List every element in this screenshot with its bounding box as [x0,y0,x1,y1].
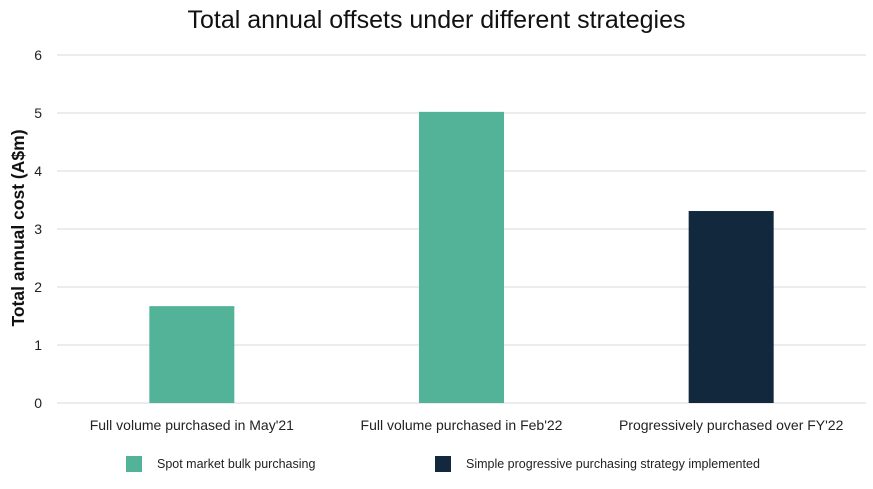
y-tick-label: 5 [34,105,42,121]
legend-label-progressive: Simple progressive purchasing strategy i… [466,457,760,471]
legend-item-progressive: Simple progressive purchasing strategy i… [435,456,760,472]
x-tick-label: Progressively purchased over FY'22 [619,417,844,433]
y-tick-label: 4 [34,163,42,179]
bars [149,111,774,403]
legend-item-spot-market: Spot market bulk purchasing [126,456,315,472]
legend-swatch-spot-market [126,456,142,472]
chart-title: Total annual offsets under different str… [187,6,686,34]
y-tick-label: 6 [34,47,42,63]
x-axis-labels: Full volume purchased in May'21 Full volu… [90,417,844,433]
bar [149,306,235,403]
y-axis-ticks: 0 1 2 3 4 5 6 [34,47,42,411]
x-tick-label: Full volume purchased in Feb'22 [361,417,563,433]
y-tick-label: 1 [34,337,42,353]
legend-label-spot-market: Spot market bulk purchasing [157,457,316,471]
y-tick-label: 0 [34,395,42,411]
bar [688,211,774,403]
bar [419,111,504,403]
y-tick-label: 3 [34,221,42,237]
y-tick-label: 2 [34,279,42,295]
y-axis-title: Total annual cost (A$m) [8,129,28,326]
legend-swatch-progressive [435,456,451,472]
x-tick-label: Full volume purchased in May'21 [90,417,294,433]
